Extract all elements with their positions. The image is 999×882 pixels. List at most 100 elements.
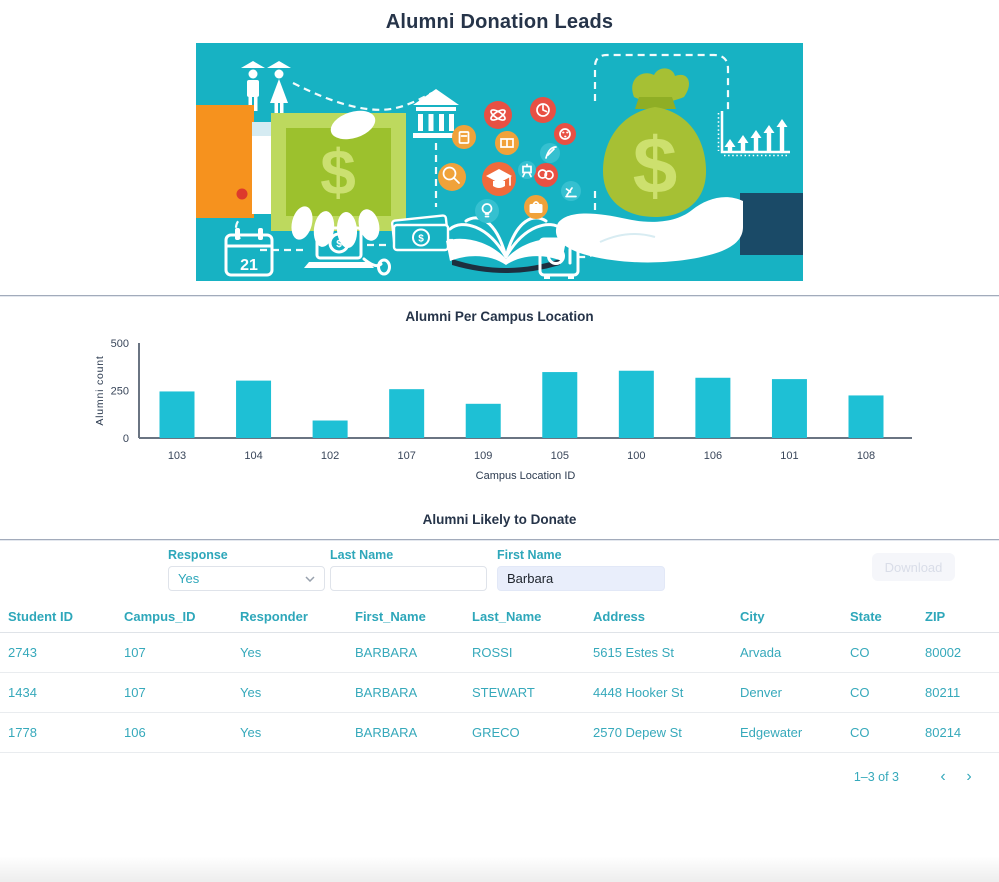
bar-105[interactable]	[542, 372, 578, 438]
education-icons-cluster	[438, 97, 581, 223]
receiving-hand-icon	[555, 193, 803, 263]
bar-104[interactable]	[236, 380, 272, 438]
calendar-day: 21	[240, 257, 258, 274]
chevron-down-icon	[305, 575, 315, 582]
chart-title: Alumni Per Campus Location	[405, 309, 594, 324]
cell-responder: Yes	[232, 712, 347, 753]
column-header: Responder	[232, 602, 347, 633]
pagination-prev-icon[interactable]: ‹	[931, 768, 955, 785]
first-name-filter-label: First Name	[497, 548, 562, 562]
x-tick-label: 102	[321, 450, 339, 462]
cell-campus-id: 107	[116, 632, 232, 673]
pagination: 1–3 of 3 ‹ ›	[0, 767, 999, 787]
svg-text:$: $	[336, 239, 342, 250]
cell-campus-id: 106	[116, 712, 232, 753]
x-tick-label: 107	[397, 450, 415, 462]
bar-106[interactable]	[695, 377, 731, 438]
donors-table: Student ID Campus_ID Responder First_Name La…	[0, 602, 999, 753]
easel-icon	[518, 161, 536, 179]
y-tick-label: 250	[111, 386, 129, 398]
download-button[interactable]: Download	[872, 553, 955, 581]
first-name-filter: First Name	[497, 549, 665, 591]
cell-state: CO	[842, 712, 917, 753]
last-name-input[interactable]	[330, 566, 487, 591]
bar-102[interactable]	[312, 420, 348, 438]
y-tick-label: 0	[123, 433, 129, 445]
calendar-icon: 21	[224, 228, 274, 277]
table-title: Alumni Likely to Donate	[422, 512, 577, 527]
x-tick-label: 103	[168, 450, 186, 462]
cell-state: CO	[842, 672, 917, 713]
table-row: 2743 107 Yes BARBARA ROSSI 5615 Estes St…	[0, 632, 999, 673]
x-axis-title: Campus Location ID	[476, 470, 576, 482]
cell-last-name: STEWART	[464, 672, 585, 713]
cell-zip: 80002	[917, 632, 999, 673]
bank-icon	[413, 89, 459, 138]
bar-109[interactable]	[465, 403, 501, 438]
hero-illustration: $ 21 $ $	[196, 43, 803, 281]
column-header: Address	[585, 602, 732, 633]
y-tick-label: 500	[111, 338, 129, 350]
bar-103[interactable]	[159, 391, 195, 438]
table-row: 1434 107 Yes BARBARA STEWART 4448 Hooker…	[0, 672, 999, 713]
column-header: ZIP	[917, 602, 999, 633]
cell-city: Edgewater	[732, 712, 842, 753]
response-filter: Response Yes	[168, 549, 325, 591]
dollar-bill-symbol: $	[320, 136, 356, 208]
cell-zip: 80211	[917, 672, 999, 713]
cell-student-id: 1434	[0, 672, 116, 713]
donors-table-header-row: Student ID Campus_ID Responder First_Name La…	[0, 602, 999, 633]
x-tick-label: 101	[780, 450, 798, 462]
cell-address: 4448 Hooker St	[585, 672, 732, 713]
bar-108[interactable]	[848, 395, 884, 438]
money-bag-dollar-symbol: $	[633, 121, 678, 210]
campus-bar-chart: 0 250 500 103 104 102 107 109 105 100 106 101 108 Alu…	[94, 338, 912, 482]
palette-icon	[554, 123, 576, 145]
svg-text:$: $	[418, 234, 424, 245]
cell-address: 2570 Depew St	[585, 712, 732, 753]
cell-state: CO	[842, 632, 917, 673]
last-name-filter-label: Last Name	[330, 548, 394, 562]
column-header: Last_Name	[464, 602, 585, 633]
section-divider-top	[0, 295, 999, 297]
x-tick-label: 108	[857, 450, 875, 462]
bar-100[interactable]	[618, 370, 654, 438]
x-tick-label: 104	[244, 450, 262, 462]
first-name-input[interactable]	[497, 566, 665, 591]
bar-107[interactable]	[389, 389, 425, 438]
x-tick-label: 105	[551, 450, 569, 462]
page-title: Alumni Donation Leads	[385, 11, 614, 33]
growth-chart-icon	[717, 111, 790, 157]
column-header: State	[842, 602, 917, 633]
response-select[interactable]: Yes	[168, 566, 325, 591]
x-tick-label: 106	[704, 450, 722, 462]
cell-responder: Yes	[232, 672, 347, 713]
column-header: Campus_ID	[116, 602, 232, 633]
bottom-fade	[0, 856, 999, 882]
cell-address: 5615 Estes St	[585, 632, 732, 673]
filter-bar: Response Yes Last Name First Name Downlo…	[0, 549, 999, 599]
x-tick-label: 100	[627, 450, 645, 462]
laptop-icon: $	[304, 226, 391, 276]
safe-icon	[538, 237, 580, 279]
y-axis-title: Alumni count	[94, 355, 106, 425]
cell-first-name: BARBARA	[347, 712, 464, 753]
cell-student-id: 1778	[0, 712, 116, 753]
cash-icon: $	[390, 214, 450, 252]
lightbulb-icon	[475, 199, 499, 223]
column-header: Student ID	[0, 602, 116, 633]
cell-zip: 80214	[917, 712, 999, 753]
money-bag-icon: $	[603, 68, 707, 217]
bar-101[interactable]	[771, 379, 807, 438]
table-row: 1778 106 Yes BARBARA GRECO 2570 Depew St…	[0, 712, 999, 753]
response-filter-label: Response	[168, 548, 228, 562]
cell-city: Arvada	[732, 632, 842, 673]
section-divider-table	[0, 539, 999, 541]
column-header: First_Name	[347, 602, 464, 633]
cell-student-id: 2743	[0, 632, 116, 673]
donors-table-body: 2743 107 Yes BARBARA ROSSI 5615 Estes St…	[0, 632, 999, 753]
cell-last-name: GRECO	[464, 712, 585, 753]
cell-first-name: BARBARA	[347, 672, 464, 713]
pagination-next-icon[interactable]: ›	[957, 768, 981, 785]
